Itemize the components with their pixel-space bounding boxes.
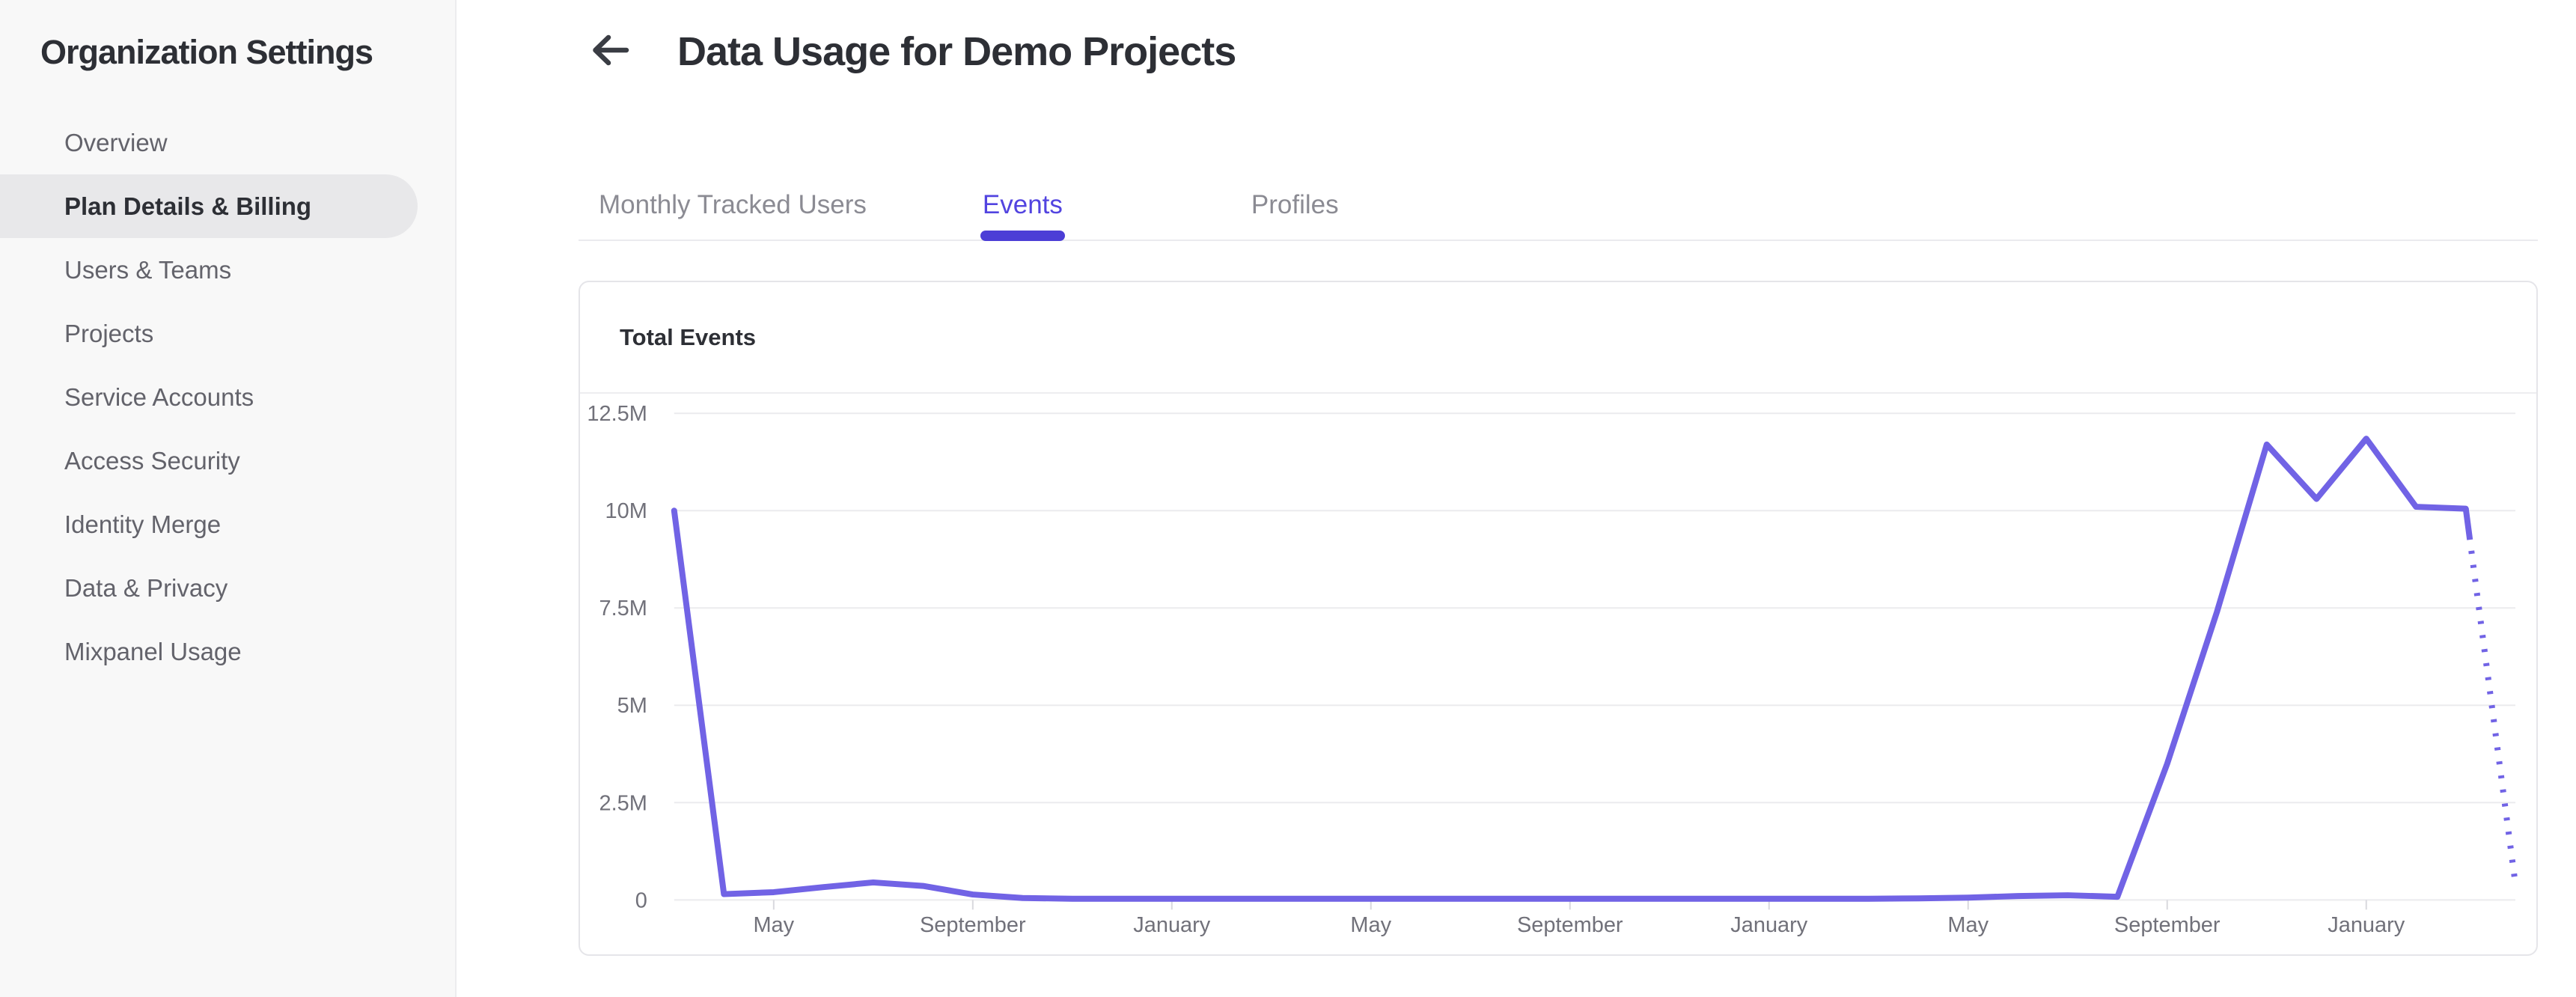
sidebar-item-label: Service Accounts bbox=[64, 382, 254, 411]
sidebar-item-projects[interactable]: Projects bbox=[0, 302, 455, 365]
x-axis-label: September bbox=[2114, 913, 2221, 937]
sidebar-item-service-accounts[interactable]: Service Accounts bbox=[0, 365, 455, 429]
x-axis-label: May bbox=[753, 913, 794, 937]
x-axis-label: May bbox=[1350, 913, 1391, 937]
y-axis-label: 7.5M bbox=[599, 597, 647, 621]
events-line-projection bbox=[2462, 508, 2519, 886]
card-header-divider bbox=[580, 392, 2536, 394]
y-axis-label: 0 bbox=[635, 888, 647, 912]
sidebar-item-label: Access Security bbox=[64, 446, 240, 475]
x-axis-label: January bbox=[1730, 913, 1808, 937]
sidebar-item-access-security[interactable]: Access Security bbox=[0, 429, 455, 493]
sidebar-item-label: Plan Details & Billing bbox=[64, 192, 312, 220]
x-axis-label: September bbox=[1517, 913, 1623, 937]
tab-profiles[interactable]: Profiles bbox=[1251, 157, 1339, 240]
x-axis-label: May bbox=[1947, 913, 1989, 937]
tab-events[interactable]: Events bbox=[980, 157, 1065, 241]
sidebar-item-identity-merge[interactable]: Identity Merge bbox=[0, 493, 455, 556]
sidebar: Organization Settings Overview Plan Deta… bbox=[0, 0, 457, 997]
sidebar-item-label: Users & Teams bbox=[64, 255, 232, 284]
tab-label: Profiles bbox=[1251, 190, 1339, 219]
sidebar-item-label: Projects bbox=[64, 319, 154, 347]
sidebar-nav: Overview Plan Details & Billing Users & … bbox=[0, 111, 455, 683]
sidebar-item-label: Overview bbox=[64, 128, 168, 156]
sidebar-item-plan-details-billing[interactable]: Plan Details & Billing bbox=[0, 174, 418, 238]
tab-label: Events bbox=[982, 190, 1063, 219]
page-title: Data Usage for Demo Projects bbox=[677, 29, 1236, 74]
y-axis-label: 2.5M bbox=[599, 791, 647, 815]
x-axis-label: January bbox=[1133, 913, 1211, 937]
sidebar-item-overview[interactable]: Overview bbox=[0, 111, 455, 174]
total-events-card: Total Events 12.5M 10M 7.5M 5M 2.5M 0 May Septe… bbox=[579, 281, 2538, 956]
sidebar-item-label: Mixpanel Usage bbox=[64, 637, 242, 665]
sidebar-title: Organization Settings bbox=[40, 33, 373, 71]
total-events-line-chart: 12.5M 10M 7.5M 5M 2.5M 0 May September January Ma… bbox=[587, 402, 2519, 937]
sidebar-item-mixpanel-usage[interactable]: Mixpanel Usage bbox=[0, 620, 455, 683]
x-axis-label: September bbox=[920, 913, 1026, 937]
tab-bar: Monthly Tracked Users Events Profiles bbox=[579, 157, 2538, 241]
tab-monthly-tracked-users[interactable]: Monthly Tracked Users bbox=[599, 157, 867, 240]
sidebar-item-label: Identity Merge bbox=[64, 510, 222, 538]
sidebar-item-users-teams[interactable]: Users & Teams bbox=[0, 238, 455, 302]
y-axis-label: 5M bbox=[617, 694, 647, 718]
y-axis-label: 12.5M bbox=[587, 402, 647, 426]
x-axis-label: January bbox=[2328, 913, 2405, 937]
y-axis-label: 10M bbox=[605, 499, 647, 523]
sidebar-item-label: Data & Privacy bbox=[64, 573, 228, 602]
card-title: Total Events bbox=[620, 324, 757, 350]
sidebar-item-data-privacy[interactable]: Data & Privacy bbox=[0, 556, 455, 620]
back-button[interactable] bbox=[590, 31, 632, 70]
back-arrow-icon bbox=[593, 34, 629, 65]
tab-label: Monthly Tracked Users bbox=[599, 190, 867, 219]
events-line bbox=[671, 436, 2469, 902]
